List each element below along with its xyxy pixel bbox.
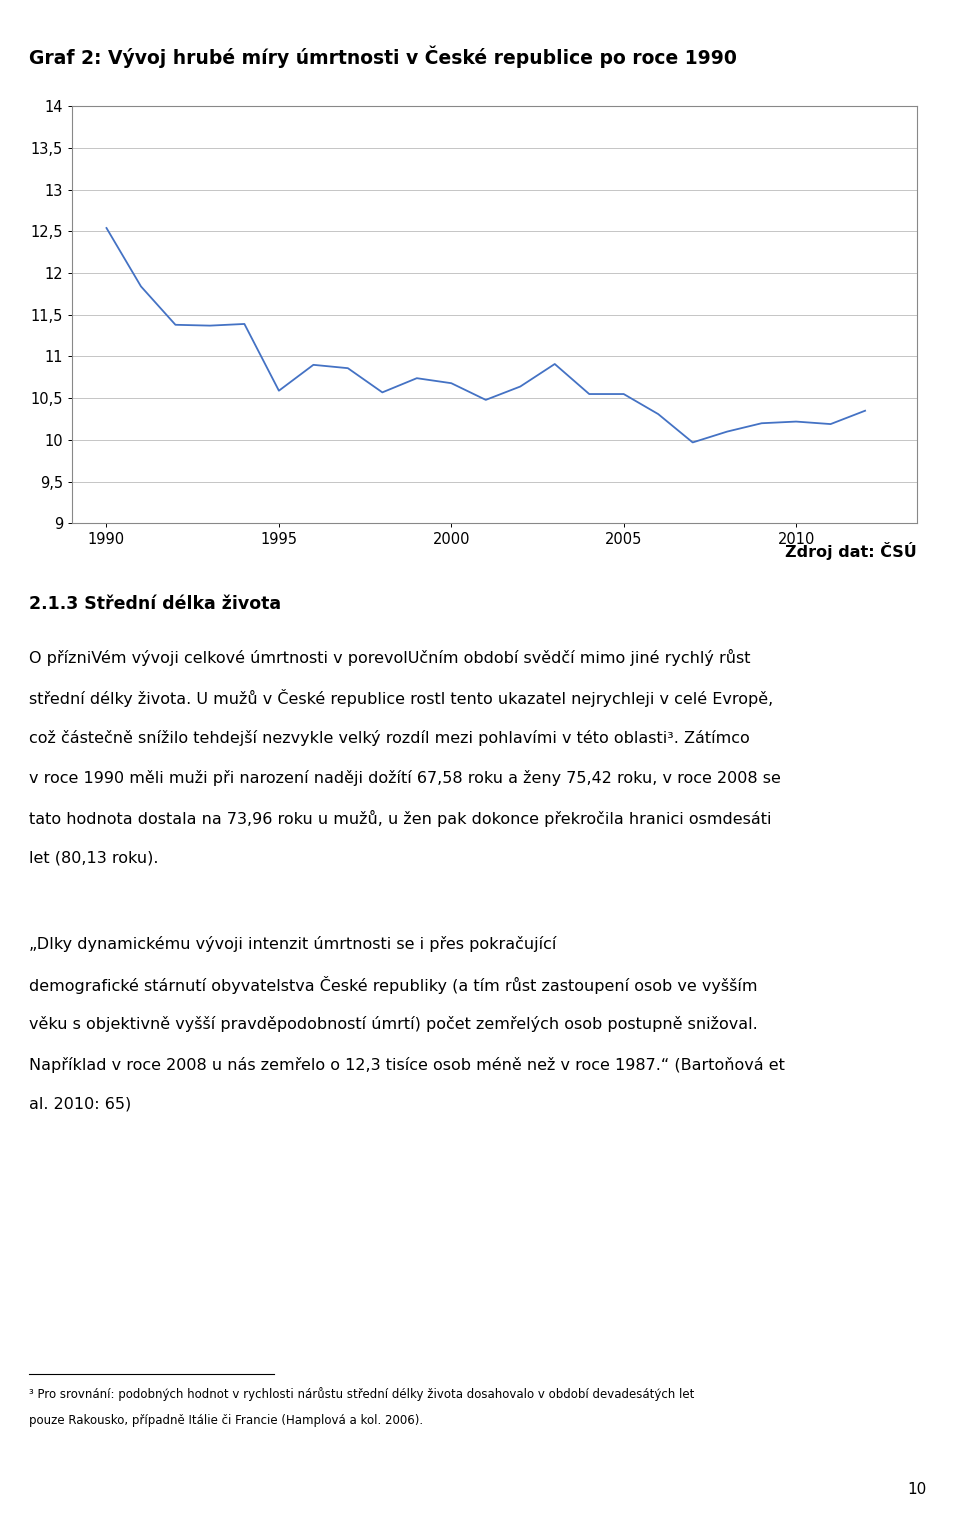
Text: „DIky dynamickému vývoji intenzit úmrtnosti se i přes pokračující: „DIky dynamickému vývoji intenzit úmrtno… [29, 936, 556, 953]
Text: ³ Pro srovnání: podobných hodnot v rychlosti nárůstu střední délky života dosaho: ³ Pro srovnání: podobných hodnot v rychl… [29, 1387, 694, 1400]
Text: Například v roce 2008 u nás zemřelo o 12,3 tisíce osob méně než v roce 1987.“ (B: Například v roce 2008 u nás zemřelo o 12… [29, 1057, 784, 1073]
Text: tato hodnota dostala na 73,96 roku u mužů, u žen pak dokonce překročila hranici : tato hodnota dostala na 73,96 roku u muž… [29, 810, 771, 827]
Text: demografické stárnutí obyvatelstva České republiky (a tím růst zastoupení osob v: demografické stárnutí obyvatelstva České… [29, 977, 757, 994]
Text: v roce 1990 měli muži při narození naději dožítí 67,58 roku a ženy 75,42 roku, v: v roce 1990 měli muži při narození naděj… [29, 771, 780, 786]
Text: let (80,13 roku).: let (80,13 roku). [29, 851, 158, 865]
Text: al. 2010: 65): al. 2010: 65) [29, 1097, 132, 1112]
Text: což částečně snížilo tehdejší nezvykle velký rozdíl mezi pohlavími v této oblast: což částečně snížilo tehdejší nezvykle v… [29, 730, 750, 746]
Text: 10: 10 [907, 1482, 926, 1497]
Text: O přízniVém vývoji celkové úmrtnosti v porevolUčním období svědčí mimo jiné rych: O přízniVém vývoji celkové úmrtnosti v p… [29, 649, 751, 666]
Text: Zdroj dat: ČSÚ: Zdroj dat: ČSÚ [785, 542, 917, 560]
Text: Graf 2: Vývoj hrubé míry úmrtnosti v České republice po roce 1990: Graf 2: Vývoj hrubé míry úmrtnosti v Čes… [29, 46, 736, 68]
Text: 2.1.3 Střední délka života: 2.1.3 Střední délka života [29, 595, 281, 613]
Text: pouze Rakousko, případně Itálie či Francie (Hamplová a kol. 2006).: pouze Rakousko, případně Itálie či Franc… [29, 1414, 423, 1427]
Text: věku s objektivně vyšší pravděpodobností úmrtí) počet zemřelých osob postupně sn: věku s objektivně vyšší pravděpodobností… [29, 1016, 757, 1033]
Text: střední délky života. U mužů v České republice rostl tento ukazatel nejrychleji : střední délky života. U mužů v České rep… [29, 689, 773, 707]
